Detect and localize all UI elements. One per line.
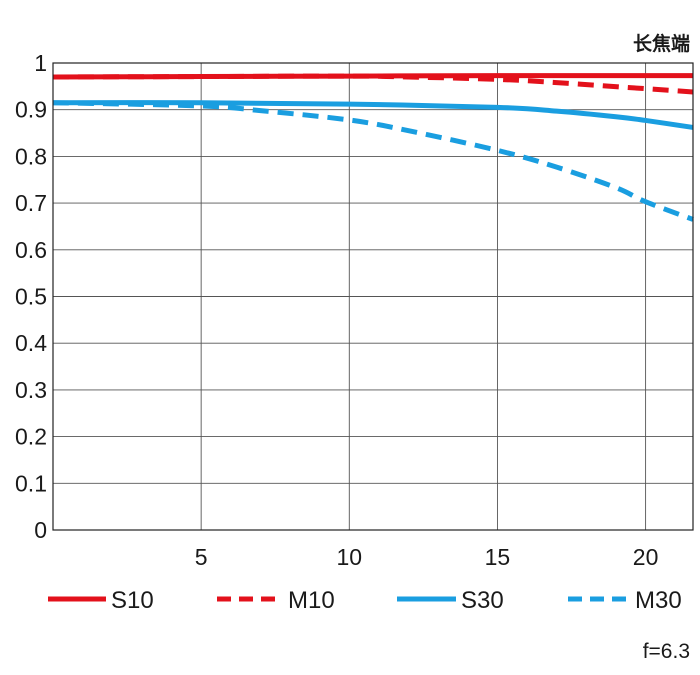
y-tick-label: 0.4	[15, 330, 47, 356]
y-tick-label: 0.9	[15, 97, 47, 123]
y-tick-label: 1	[34, 50, 47, 76]
y-tick-label: 0.6	[15, 237, 47, 263]
legend-label-s10: S10	[111, 587, 154, 614]
legend: S10 M10 S30 M30	[48, 587, 682, 614]
series-lines	[52, 73, 694, 222]
x-tick-label: 5	[195, 544, 208, 570]
legend-label-m30: M30	[635, 587, 682, 614]
x-tick-labels: 5 10 15 20	[195, 544, 659, 570]
x-tick-label: 15	[485, 544, 511, 570]
y-tick-labels: 0 0.1 0.2 0.3 0.4 0.5 0.6 0.7 0.8 0.9 1	[15, 50, 47, 543]
y-tick-label: 0.3	[15, 377, 47, 403]
series-line-s30	[52, 100, 694, 130]
series-line-m30	[52, 100, 694, 222]
chart-title: 长焦端	[633, 32, 690, 55]
y-tick-label: 0.5	[15, 284, 47, 310]
x-tick-label: 20	[633, 544, 659, 570]
aperture-note: f=6.3	[643, 640, 690, 663]
legend-label-s30: S30	[461, 587, 504, 614]
legend-label-m10: M10	[288, 587, 335, 614]
y-tick-label: 0.7	[15, 190, 47, 216]
grid	[53, 62, 693, 531]
series-line-s10	[52, 73, 693, 80]
plot-frame	[52, 62, 694, 531]
y-tick-label: 0.8	[15, 143, 47, 169]
y-tick-label: 0	[34, 517, 47, 543]
y-tick-label: 0.2	[15, 424, 47, 450]
y-tick-label: 0.1	[15, 470, 47, 496]
x-tick-label: 10	[336, 544, 362, 570]
series-line-m10	[52, 73, 694, 95]
